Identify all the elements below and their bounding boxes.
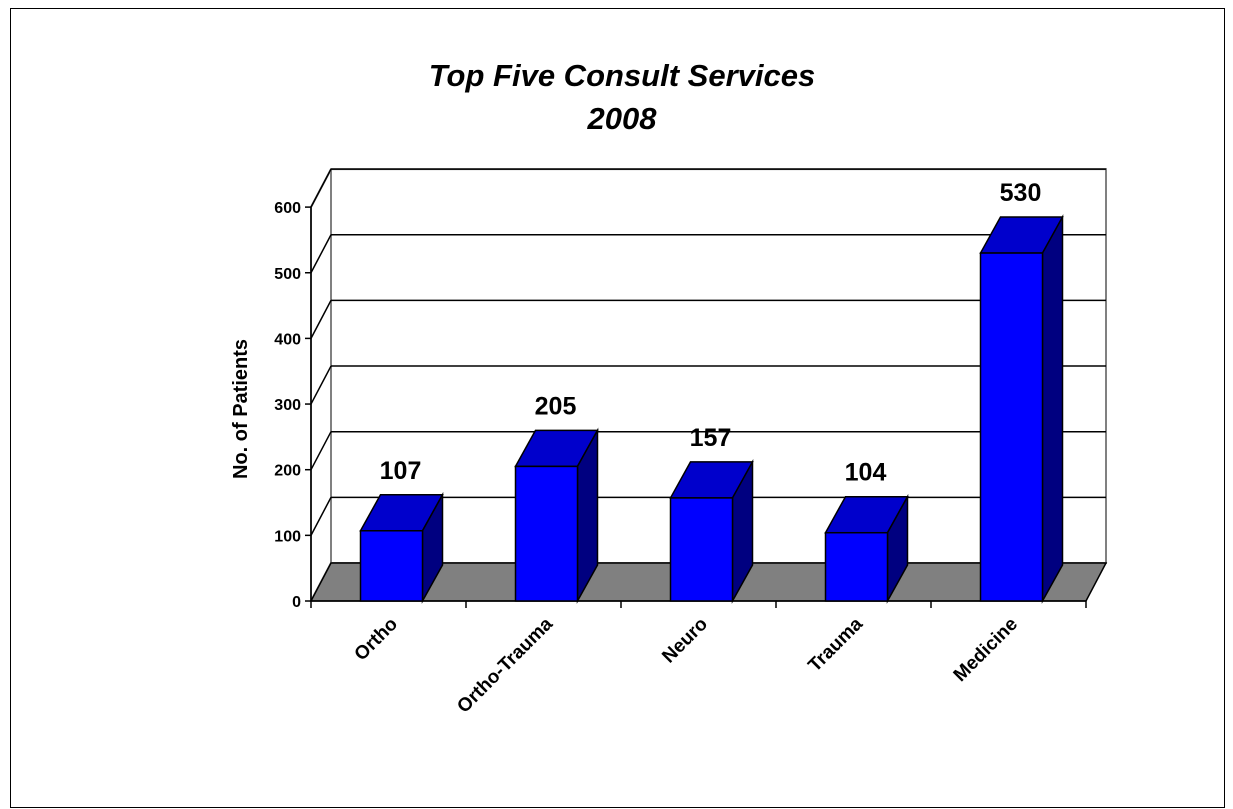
chart-title: Top Five Consult Services — [429, 58, 815, 93]
x-tick-label: Neuro — [658, 614, 712, 668]
bar-front-face — [514, 465, 579, 602]
y-tick-label: 500 — [274, 266, 301, 283]
chart-subtitle: 2008 — [587, 101, 658, 136]
bar — [359, 491, 444, 604]
bar — [669, 459, 754, 604]
bar-front-face — [669, 497, 734, 602]
chart-frame: 0 100 200 300 400 500 600 Ortho Ortho-Trauma Neur… — [10, 8, 1225, 808]
bar-front-face — [979, 252, 1044, 602]
chart-svg: 0 100 200 300 400 500 600 Ortho Ortho-Trauma Neur… — [230, 58, 1108, 717]
bar — [514, 427, 599, 604]
y-tick-label: 200 — [274, 463, 301, 480]
bars — [359, 214, 1064, 604]
data-label: 205 — [535, 392, 577, 420]
x-tick-label: Trauma — [804, 613, 867, 676]
bar — [979, 214, 1064, 604]
gridline-side — [310, 497, 332, 536]
x-tick-label: Ortho — [351, 614, 402, 665]
y-tick-label: 0 — [292, 594, 301, 611]
gridline-side — [310, 168, 332, 208]
y-tick-label: 300 — [274, 397, 301, 414]
x-tick-label: Medicine — [950, 614, 1022, 686]
gridline-side — [310, 300, 332, 339]
bar-front-face — [824, 531, 889, 602]
gridline-side — [310, 234, 332, 274]
bar-side-face — [1041, 214, 1064, 604]
data-label: 107 — [380, 457, 422, 485]
gridline-side — [310, 431, 332, 471]
gridline-side — [310, 365, 332, 405]
data-label: 157 — [690, 424, 732, 452]
y-tick-label: 100 — [274, 528, 301, 545]
x-tick-label: Ortho-Trauma — [453, 613, 557, 717]
data-labels: 107 205 157 104 530 — [380, 179, 1042, 487]
bar-front-face — [359, 530, 424, 602]
gridlines — [310, 168, 1106, 536]
y-axis-title: No. of Patients — [230, 339, 252, 479]
y-tick-label: 400 — [274, 331, 301, 348]
y-tick-label: 600 — [274, 200, 301, 217]
data-label: 104 — [845, 459, 887, 487]
bar — [824, 493, 909, 604]
data-label: 530 — [1000, 179, 1042, 207]
